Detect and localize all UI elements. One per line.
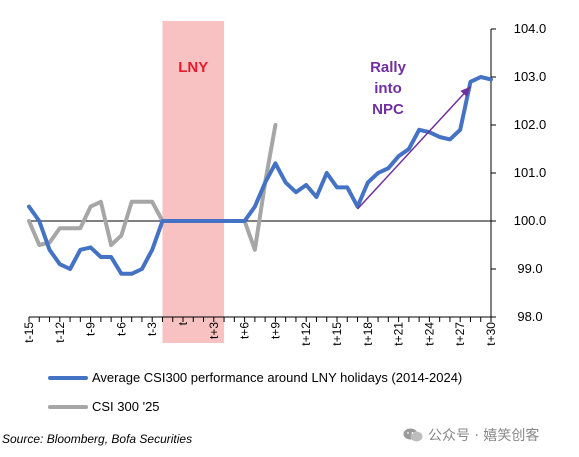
wechat-icon — [403, 428, 423, 442]
legend-item-average-csi300: Average CSI300 performance around LNY ho… — [48, 370, 462, 385]
y-tick-label: 104.0 — [514, 21, 547, 36]
x-tick-label: t+27 — [453, 322, 467, 346]
y-tick-label: 99.0 — [517, 261, 542, 276]
x-tick-label: t+12 — [299, 322, 313, 346]
x-tick-label: t-6 — [114, 322, 128, 336]
x-tick-label: t+18 — [361, 322, 375, 346]
lny-label: LNY — [178, 59, 208, 76]
x-tick-label: t+6 — [238, 322, 252, 339]
annotation-rally-into-npc: Rally into NPC — [370, 59, 407, 118]
y-tick-label: 98.0 — [517, 309, 542, 324]
annotation-line: Rally — [370, 59, 407, 76]
watermark: 公众号 · 嬉笑创客 — [403, 425, 539, 445]
x-tick-label: t+30 — [484, 322, 498, 346]
x-tick-label: t+15 — [330, 322, 344, 346]
y-tick-label: 103.0 — [514, 69, 547, 84]
legend-label-average-csi300: Average CSI300 performance around LNY ho… — [92, 370, 463, 385]
watermark-text: 公众号 · 嬉笑创客 — [428, 428, 540, 444]
line-chart: LNY 98.0 99.0 100.0 101.0 102.0 103.0 104.0 t-15… — [22, 21, 547, 346]
x-tick-label: t+21 — [392, 322, 406, 346]
y-tick-label: 101.0 — [514, 165, 547, 180]
y-tick-label: 100.0 — [514, 213, 547, 228]
series-line-csi300-25 — [27, 123, 278, 252]
legend-swatch-blue — [48, 375, 88, 380]
x-tick-label: t-9 — [84, 322, 98, 336]
x-tick-label: t-12 — [53, 322, 67, 343]
x-tick-label: t+9 — [268, 322, 282, 339]
x-tick-label: t-15 — [22, 322, 36, 343]
legend-swatch-gray — [48, 404, 88, 409]
x-tick-label: t+24 — [422, 322, 436, 346]
x-tick-label: t — [176, 321, 190, 325]
x-tick-label: t-3 — [145, 322, 159, 336]
lny-shaded-region — [162, 21, 225, 343]
x-tick-label: t+3 — [207, 322, 221, 339]
series-line-average-csi300 — [27, 75, 493, 276]
annotation-line: NPC — [372, 101, 404, 118]
annotation-line: into — [374, 80, 402, 97]
legend-label-csi300-25: CSI 300 '25 — [92, 399, 160, 414]
rally-arrowhead — [460, 86, 471, 98]
legend-item-csi300-25: CSI 300 '25 — [48, 399, 160, 414]
source-note: Source: Bloomberg, Bofa Securities — [2, 432, 193, 446]
y-tick-label: 102.0 — [514, 117, 547, 132]
rally-arrow-line — [356, 86, 472, 210]
